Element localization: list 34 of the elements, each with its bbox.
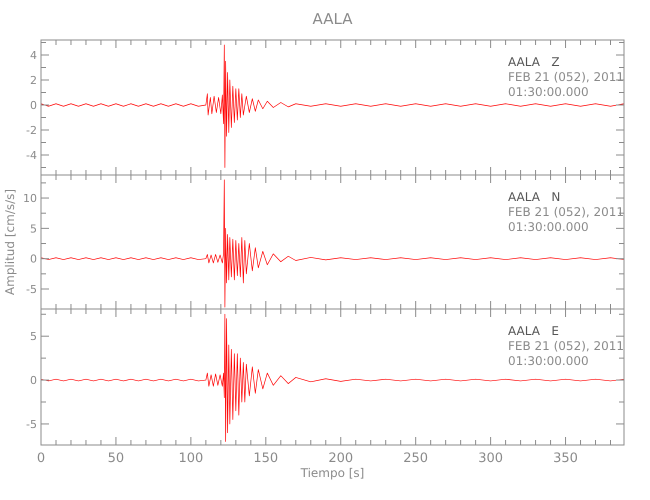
- y-tick-label: 4: [30, 49, 37, 62]
- y-tick-label: -5: [26, 282, 37, 296]
- annotation: FEB 21 (052), 2011: [508, 70, 624, 84]
- annotation: AALA E: [508, 324, 559, 338]
- annotation: FEB 21 (052), 2011: [508, 339, 624, 353]
- x-tick-label: 300: [478, 451, 504, 466]
- annotation: 01:30:00.000: [508, 220, 589, 234]
- y-tick-label: 0: [30, 99, 37, 112]
- annotation: 01:30:00.000: [508, 354, 589, 368]
- y-tick-label: -4: [26, 149, 37, 162]
- y-tick-label: 5: [30, 222, 37, 236]
- y-tick-label: 0: [30, 252, 37, 266]
- y-tick-label: 2: [30, 74, 37, 87]
- y-tick-label: 10: [23, 192, 37, 206]
- line-series: [41, 44, 624, 168]
- x-tick-label: 50: [108, 451, 124, 466]
- annotation: AALA N: [508, 190, 560, 204]
- y-axis-title: Amplitud [cm/s/s]: [3, 188, 17, 296]
- annotation: 01:30:00.000: [508, 85, 589, 99]
- x-tick-label: 350: [553, 451, 578, 466]
- y-tick-label: 5: [30, 330, 37, 344]
- line-series: [41, 314, 624, 442]
- x-tick-label: 150: [253, 451, 278, 466]
- x-tick-label: 100: [178, 451, 204, 466]
- chart-title: AALA: [312, 10, 354, 28]
- y-tick-label: -5: [26, 418, 37, 431]
- y-tick-label: -2: [26, 124, 37, 137]
- line-series: [41, 180, 624, 308]
- annotation: FEB 21 (052), 2011: [508, 205, 624, 219]
- x-tick-label: 250: [403, 451, 428, 466]
- y-tick-label: 0: [30, 374, 37, 388]
- x-axis-title: Tiempo [s]: [300, 466, 364, 480]
- x-tick-label: 200: [328, 451, 354, 466]
- annotation: AALA Z: [508, 55, 560, 69]
